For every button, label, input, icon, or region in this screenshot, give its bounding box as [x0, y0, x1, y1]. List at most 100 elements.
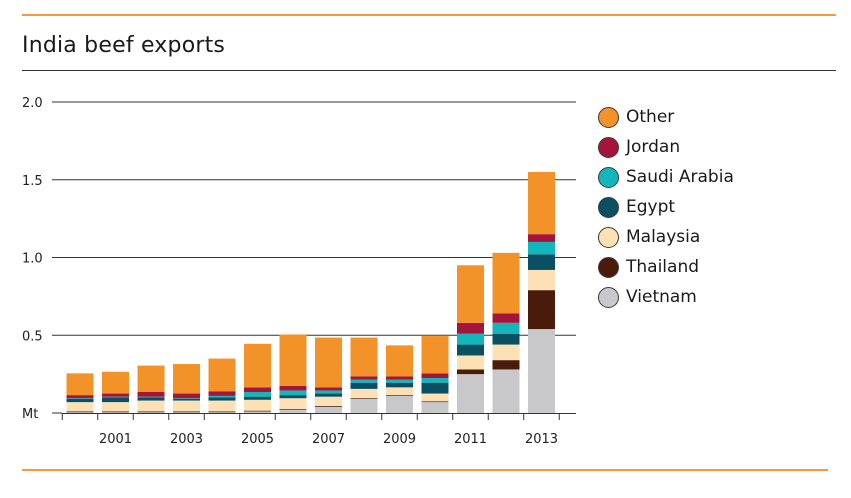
bar-thailand-2003 [173, 411, 200, 413]
chart-title: India beef exports [22, 33, 226, 58]
bar-vietnam-2002 [137, 412, 165, 413]
bar-saudi-arabia-2009 [386, 379, 413, 383]
bar-vietnam-2004 [208, 412, 236, 413]
legend-label: Other [626, 107, 675, 127]
bar-malaysia-2001 [102, 402, 129, 412]
y-tick-label: 2.0 [22, 96, 43, 111]
bar-vietnam-2011 [457, 374, 484, 413]
bar-egypt-2013 [528, 254, 555, 270]
bar-saudi-arabia-2012 [492, 322, 520, 334]
bar-saudi-arabia-2006 [279, 390, 307, 396]
bar-vietnam-2003 [173, 412, 200, 413]
bar-thailand-2007 [315, 406, 342, 407]
bar-jordan-2009 [386, 376, 413, 380]
top-orange-rule [22, 14, 836, 16]
bar-other-2003 [173, 364, 200, 394]
bar-thailand-2000 [66, 411, 94, 413]
bar-stack-2006 [279, 334, 307, 413]
bar-thailand-2008 [350, 398, 378, 400]
bar-saudi-arabia-2011 [457, 333, 484, 345]
bar-other-2006 [279, 334, 307, 386]
legend-item-vietnam: Vietnam [598, 282, 734, 312]
bar-malaysia-2012 [492, 344, 520, 361]
bar-jordan-2005 [244, 387, 271, 393]
bar-egypt-2002 [137, 397, 165, 401]
bar-other-2007 [315, 337, 342, 388]
bar-stack-2001 [102, 371, 129, 413]
legend-swatch-malaysia [598, 226, 619, 248]
bar-thailand-2004 [208, 411, 236, 413]
bar-egypt-2011 [457, 344, 484, 356]
bar-jordan-2007 [315, 387, 342, 391]
bar-stack-2011 [457, 265, 484, 413]
bar-saudi-arabia-2000 [66, 398, 94, 400]
bar-thailand-2011 [457, 369, 484, 375]
legend-label: Jordan [626, 137, 681, 157]
legend-swatch-saudi-arabia [598, 166, 619, 188]
bar-egypt-2010 [421, 382, 449, 394]
bar-saudi-arabia-2013 [528, 241, 555, 255]
bar-malaysia-2005 [244, 399, 271, 411]
bar-stack-2007 [315, 337, 342, 413]
bar-vietnam-2013 [528, 329, 555, 413]
bar-thailand-2002 [137, 411, 165, 413]
bar-other-2013 [528, 171, 555, 235]
x-tick-label: 2007 [312, 432, 345, 447]
bar-other-2009 [386, 345, 413, 377]
legend-swatch-egypt [598, 196, 619, 218]
bar-vietnam-2000 [66, 412, 94, 413]
bar-jordan-2000 [66, 395, 94, 399]
bar-malaysia-2003 [173, 400, 200, 412]
bar-egypt-2008 [350, 382, 378, 389]
bar-vietnam-2010 [421, 402, 449, 413]
bar-other-2004 [208, 358, 236, 392]
bar-thailand-2001 [102, 411, 129, 413]
bar-egypt-2006 [279, 395, 307, 399]
bar-egypt-2005 [244, 396, 271, 400]
bar-malaysia-2009 [386, 387, 413, 396]
bar-jordan-2006 [279, 385, 307, 391]
x-tick-label: 2011 [454, 432, 487, 447]
bar-jordan-2010 [421, 373, 449, 379]
bar-egypt-2004 [208, 397, 236, 401]
bar-vietnam-2008 [350, 399, 378, 413]
bar-jordan-2003 [173, 393, 200, 399]
bar-saudi-arabia-2005 [244, 392, 271, 397]
bar-egypt-2003 [173, 399, 200, 401]
legend-item-malaysia: Malaysia [598, 222, 734, 252]
bar-malaysia-2004 [208, 400, 236, 412]
bar-saudi-arabia-2002 [137, 396, 165, 398]
bar-stack-2008 [350, 337, 378, 413]
bar-saudi-arabia-2007 [315, 390, 342, 394]
bar-stack-2012 [492, 252, 520, 413]
bar-other-2010 [421, 336, 449, 374]
bar-egypt-2007 [315, 393, 342, 397]
bar-saudi-arabia-2008 [350, 379, 378, 383]
bar-egypt-2000 [66, 399, 94, 403]
legend-item-thailand: Thailand [598, 252, 734, 282]
bar-malaysia-2007 [315, 396, 342, 407]
bar-vietnam-2005 [244, 411, 271, 413]
bar-malaysia-2000 [66, 402, 94, 412]
bar-thailand-2010 [421, 401, 449, 403]
legend-label: Vietnam [626, 287, 697, 307]
bar-thailand-2012 [492, 360, 520, 370]
x-tick-label: 2001 [99, 432, 132, 447]
y-tick-label: Mt [22, 407, 38, 422]
bar-jordan-2008 [350, 376, 378, 380]
bar-malaysia-2011 [457, 355, 484, 370]
bar-malaysia-2002 [137, 400, 165, 412]
bar-stack-2002 [137, 365, 165, 413]
bar-other-2005 [244, 343, 271, 388]
legend-item-egypt: Egypt [598, 192, 734, 222]
legend-swatch-vietnam [598, 286, 619, 308]
bar-malaysia-2006 [279, 398, 307, 410]
x-tick-label: 2005 [241, 432, 274, 447]
bar-saudi-arabia-2001 [102, 396, 129, 398]
bar-thailand-2013 [528, 290, 555, 330]
bar-vietnam-2001 [102, 412, 129, 413]
legend-item-saudi-arabia: Saudi Arabia [598, 162, 734, 192]
bar-vietnam-2006 [279, 409, 307, 413]
legend-swatch-jordan [598, 136, 619, 158]
